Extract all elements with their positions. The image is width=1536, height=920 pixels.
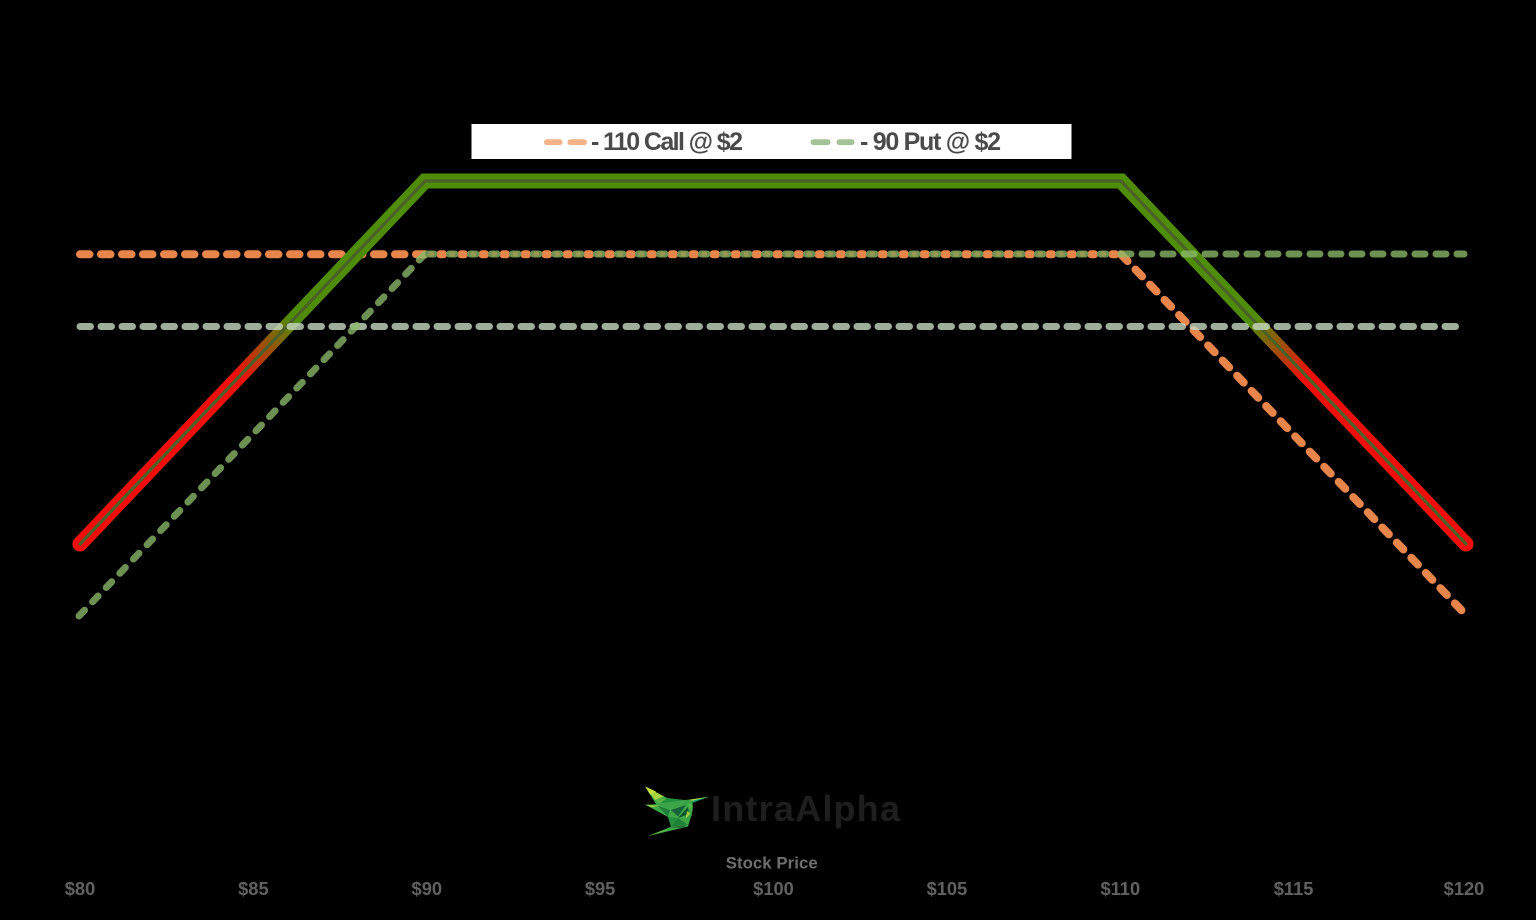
svg-text:$115: $115 — [1274, 878, 1314, 899]
svg-text:$120: $120 — [1444, 878, 1485, 899]
svg-text:- 90 Put @ $2: - 90 Put @ $2 — [860, 128, 1001, 156]
svg-text:$95: $95 — [585, 878, 616, 899]
svg-text:$90: $90 — [412, 878, 443, 899]
svg-text:$85: $85 — [238, 878, 269, 899]
svg-text:$105: $105 — [927, 878, 968, 899]
svg-text:$110: $110 — [1100, 878, 1140, 899]
svg-text:$80: $80 — [65, 878, 96, 899]
svg-text:- 110 Call @ $2: - 110 Call @ $2 — [591, 128, 743, 156]
svg-text:Stock Price: Stock Price — [726, 854, 818, 873]
svg-text:IntraAlpha: IntraAlpha — [711, 788, 901, 829]
svg-text:$100: $100 — [753, 878, 794, 899]
